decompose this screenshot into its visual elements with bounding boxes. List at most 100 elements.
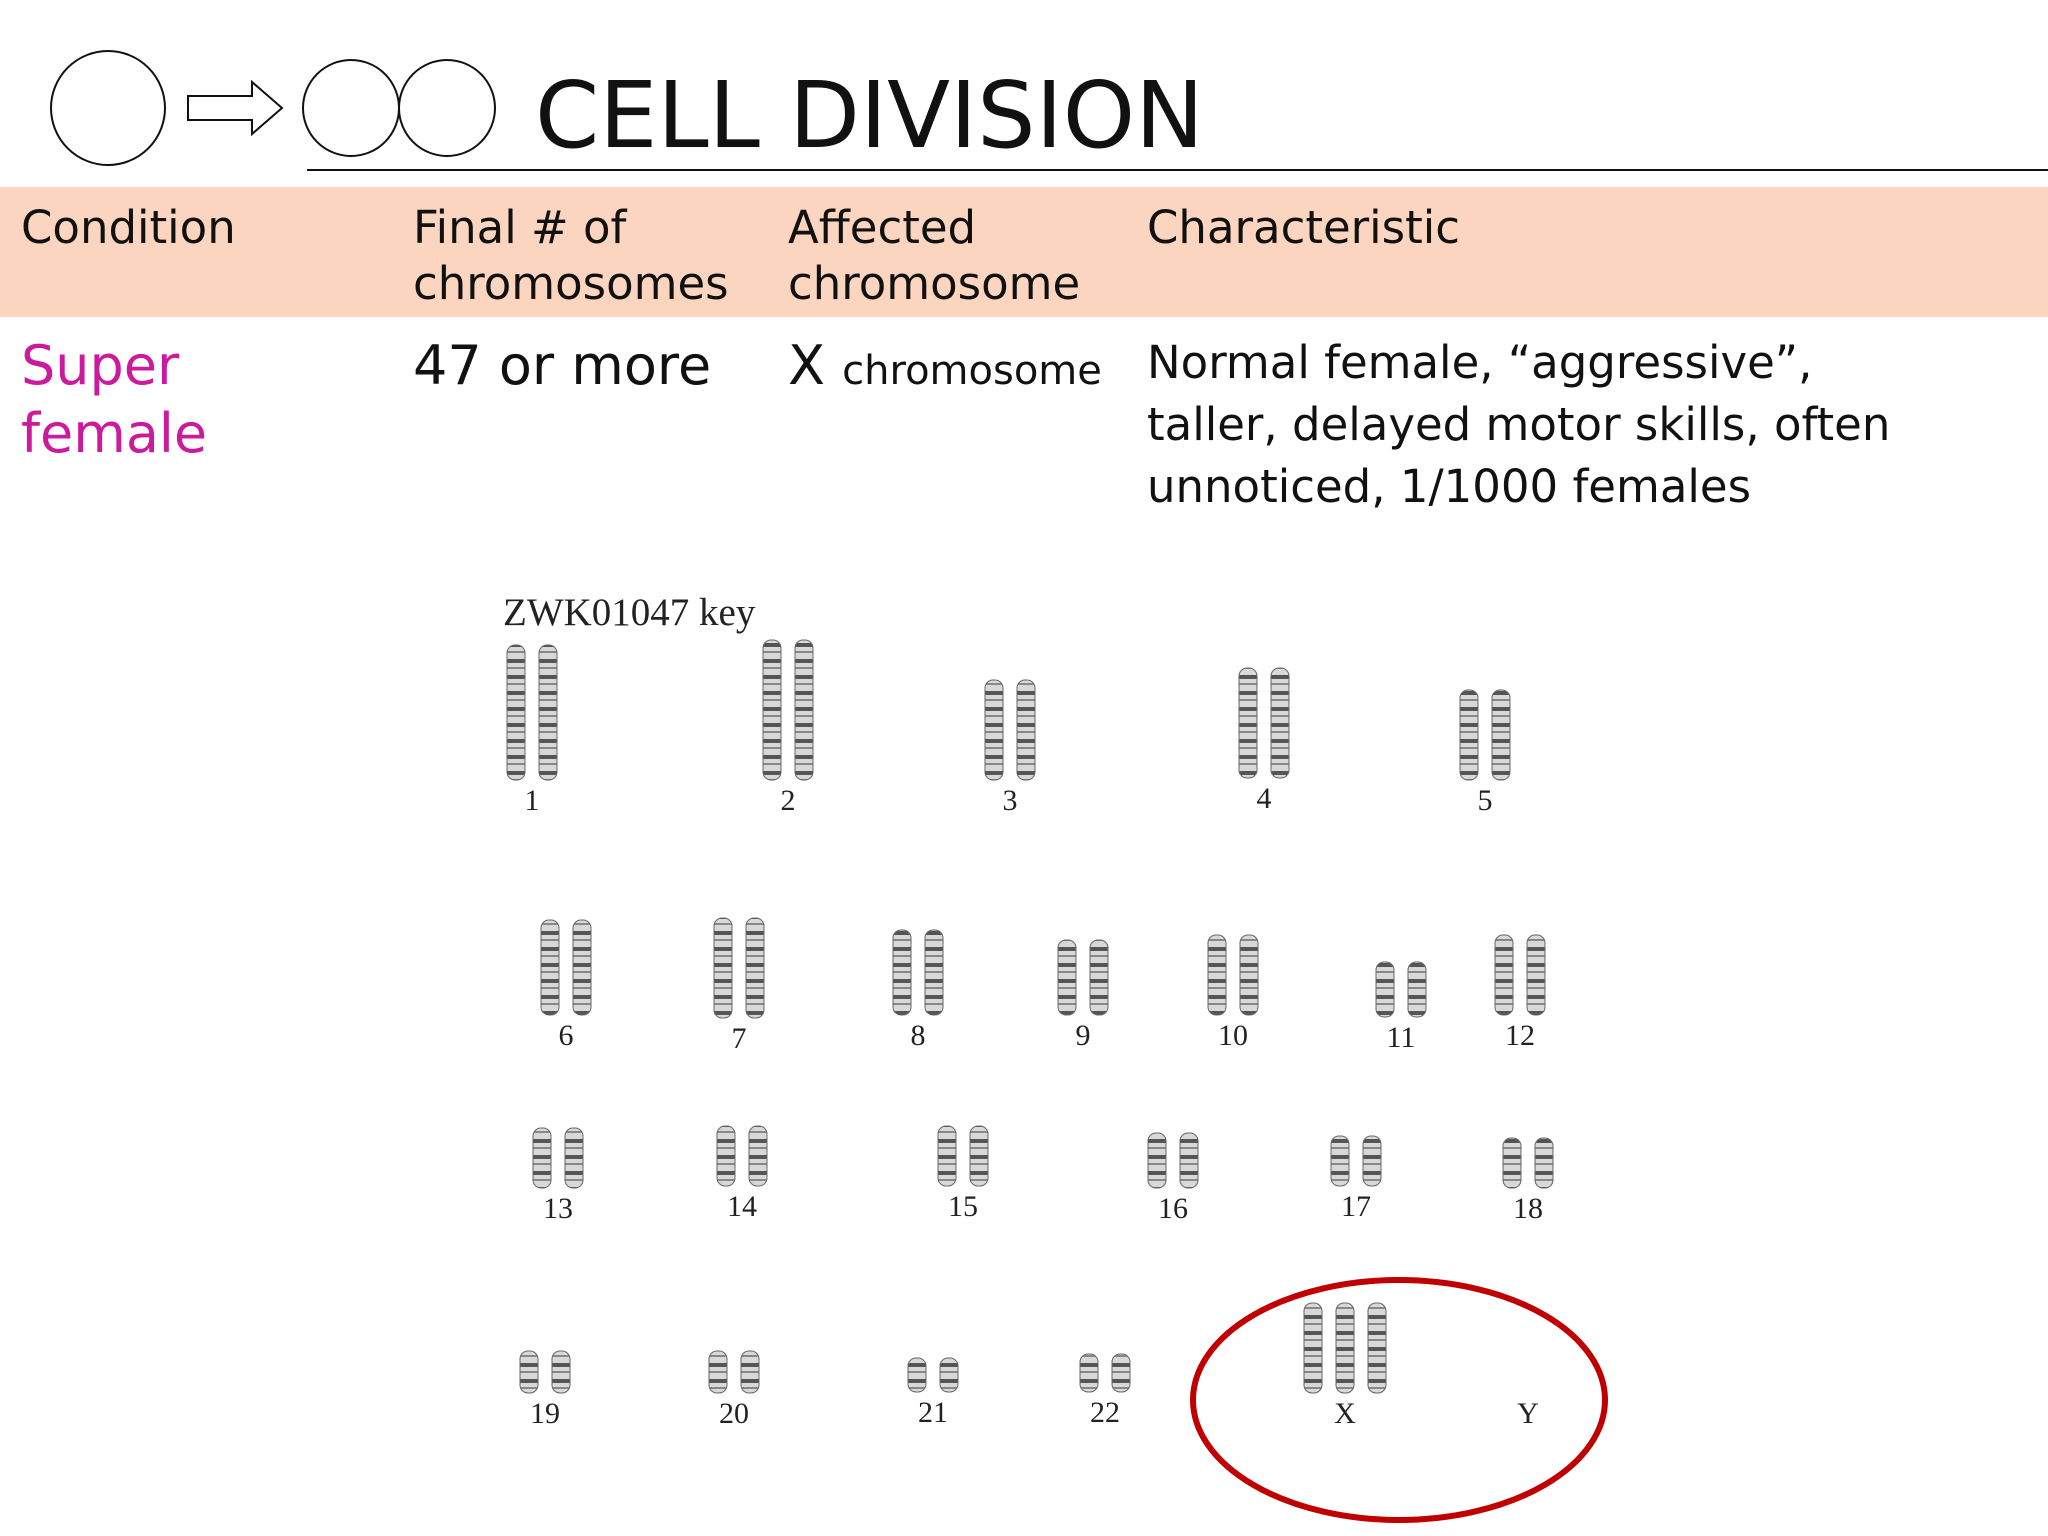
column-header: Condition <box>21 200 236 256</box>
cell-icon <box>50 50 166 166</box>
chromosome-label: 8 <box>911 1019 926 1052</box>
chromosome <box>708 1350 728 1394</box>
chromosome <box>1016 679 1036 781</box>
chromosome-label: 9 <box>1076 1019 1091 1052</box>
chromosome <box>564 1127 584 1189</box>
chromosome-label: 7 <box>732 1022 747 1055</box>
arrow-icon <box>187 79 284 137</box>
affected-cell: X chromosome <box>788 332 1102 405</box>
chromosome-label: 4 <box>1257 782 1272 815</box>
cell-text: chromosome <box>842 348 1102 394</box>
chromosome <box>1526 934 1546 1016</box>
chromosome <box>1367 1302 1387 1394</box>
chromosome <box>1407 961 1427 1018</box>
chromosome <box>794 639 814 781</box>
chromosome-label: 5 <box>1478 784 1493 817</box>
cell-line: unnoticed, 1/1000 females <box>1147 460 1752 513</box>
chromosome <box>1494 934 1514 1016</box>
chromosome <box>1459 689 1479 781</box>
chromosome-label: 2 <box>781 784 796 817</box>
chromosome-label: 15 <box>948 1190 978 1223</box>
chromosome-label: Y <box>1517 1397 1539 1430</box>
chromosome <box>1179 1132 1199 1189</box>
chromosome <box>969 1125 989 1187</box>
chromosome <box>1502 1137 1522 1189</box>
chromosome <box>892 929 912 1016</box>
chromosome <box>937 1125 957 1187</box>
column-header: Affected chromosome <box>788 200 1080 312</box>
chromosome-label: 10 <box>1218 1019 1248 1052</box>
chromosome <box>939 1357 959 1393</box>
chromosome <box>716 1125 736 1187</box>
header-line: Final # of <box>413 201 627 254</box>
chromosome-label: 16 <box>1158 1192 1188 1225</box>
highlight-ellipse <box>1190 1277 1608 1523</box>
chromosome <box>1207 934 1227 1016</box>
chromosome <box>1089 939 1109 1016</box>
header-line: Condition <box>21 201 236 254</box>
header-line: chromosomes <box>413 257 729 310</box>
chromosome <box>572 919 592 1016</box>
cell-line: female <box>21 402 208 465</box>
chromosome <box>748 1125 768 1187</box>
chromosome-label: 1 <box>525 784 540 817</box>
chromosome-label: 14 <box>727 1190 757 1223</box>
chromosome <box>551 1350 571 1394</box>
cell-icon <box>302 59 400 157</box>
cell-text: X <box>788 334 825 397</box>
header-line: chromosome <box>788 257 1081 310</box>
condition-cell: Super female <box>21 332 207 468</box>
chromosome <box>984 679 1004 781</box>
cell-line: Normal female, “aggressive”, <box>1147 336 1813 389</box>
chromosome <box>713 917 733 1019</box>
chromosome <box>745 917 765 1019</box>
karyotype-title: ZWK01047 key <box>503 591 756 634</box>
chromosome-label: 19 <box>530 1397 560 1430</box>
chromosome-label: 6 <box>559 1019 574 1052</box>
final-cell: 47 or more <box>413 334 712 397</box>
slide-title: CELL DIVISION <box>535 62 1204 169</box>
chromosome <box>907 1357 927 1393</box>
chromosome-label: 3 <box>1003 784 1018 817</box>
chromosome-label: 21 <box>918 1396 948 1429</box>
chromosome <box>540 919 560 1016</box>
chromosome <box>924 929 944 1016</box>
table-header-band <box>0 187 2048 317</box>
chromosome-label: 17 <box>1341 1190 1371 1223</box>
cell-icon <box>398 59 496 157</box>
cell-line: taller, delayed motor skills, often <box>1147 398 1891 451</box>
chromosome-label: 11 <box>1387 1021 1416 1054</box>
chromosome <box>519 1350 539 1394</box>
chromosome <box>1079 1353 1099 1393</box>
chromosome <box>762 639 782 781</box>
chromosome <box>532 1127 552 1189</box>
cell-line: Super <box>21 334 180 397</box>
chromosome <box>740 1350 760 1394</box>
chromosome <box>1375 961 1395 1018</box>
chromosome <box>1270 667 1290 779</box>
chromosome-label: 12 <box>1505 1019 1535 1052</box>
chromosome <box>1335 1302 1355 1394</box>
characteristic-cell: Normal female, “aggressive”, taller, dela… <box>1147 332 1890 518</box>
header-line: Characteristic <box>1147 201 1461 254</box>
chromosome <box>1303 1302 1323 1394</box>
chromosome-label: X <box>1334 1397 1356 1430</box>
chromosome <box>506 644 526 781</box>
chromosome <box>1491 689 1511 781</box>
chromosome <box>1111 1353 1131 1393</box>
chromosome <box>1330 1135 1350 1187</box>
chromosome <box>1239 934 1259 1016</box>
header-line: Affected <box>788 201 977 254</box>
chromosome-label: 20 <box>719 1397 749 1430</box>
chromosome-label: 13 <box>543 1192 573 1225</box>
column-header: Characteristic <box>1147 200 1460 256</box>
chromosome-label: 18 <box>1513 1192 1543 1225</box>
chromosome <box>538 644 558 781</box>
chromosome <box>1362 1135 1382 1187</box>
chromosome <box>1534 1137 1554 1189</box>
chromosome <box>1147 1132 1167 1189</box>
column-header: Final # of chromosomes <box>413 200 729 312</box>
